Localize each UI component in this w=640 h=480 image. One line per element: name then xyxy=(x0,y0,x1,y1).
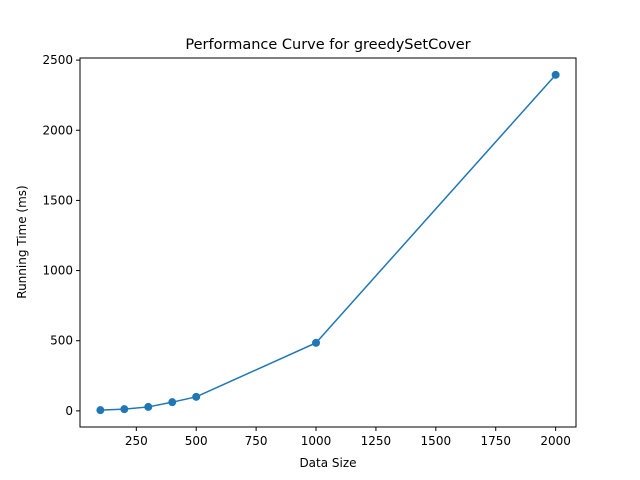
series-layer xyxy=(96,70,560,415)
y-tick-label: 2500 xyxy=(42,53,73,67)
data-point xyxy=(168,398,177,407)
x-tick-label: 1250 xyxy=(361,434,392,448)
y-axis-label: Running Time (ms) xyxy=(15,185,29,298)
x-tick-label: 250 xyxy=(125,434,148,448)
y-axis-ticks: 0 500 1000 1500 2000 2500 xyxy=(42,53,80,418)
x-tick-label: 1500 xyxy=(421,434,452,448)
y-tick-label: 500 xyxy=(50,334,73,348)
data-point xyxy=(120,405,129,414)
data-point xyxy=(551,70,560,79)
data-point xyxy=(96,406,105,415)
x-tick-label: 1000 xyxy=(301,434,332,448)
x-tick-label: 2000 xyxy=(540,434,571,448)
x-axis-ticks: 250 500 750 1000 1250 1500 1750 2000 xyxy=(125,427,571,448)
x-tick-label: 750 xyxy=(245,434,268,448)
data-point xyxy=(312,338,321,347)
y-tick-label: 0 xyxy=(65,404,73,418)
x-axis-label: Data Size xyxy=(299,456,356,470)
data-point xyxy=(144,402,153,411)
x-tick-label: 1750 xyxy=(480,434,511,448)
y-tick-label: 2000 xyxy=(42,123,73,137)
y-tick-label: 1500 xyxy=(42,193,73,207)
x-tick-label: 500 xyxy=(185,434,208,448)
chart-title: Performance Curve for greedySetCover xyxy=(185,37,470,53)
plot-area xyxy=(79,57,577,428)
y-tick-label: 1000 xyxy=(42,264,73,278)
data-point xyxy=(192,392,201,401)
